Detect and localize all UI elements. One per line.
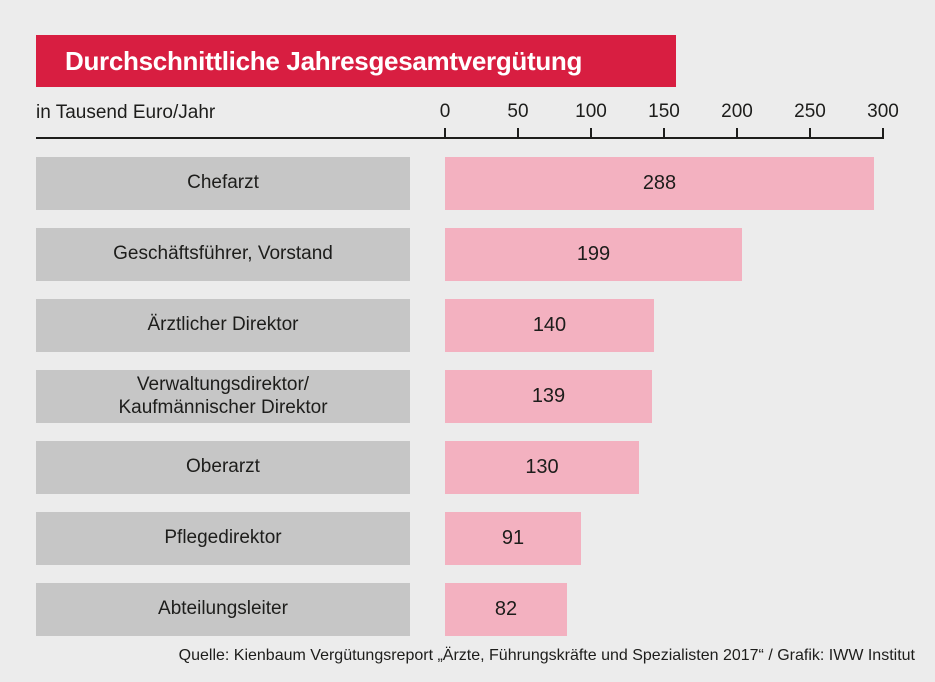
category-label-box: Pflegedirektor [36,512,410,565]
tick-mark [882,128,884,137]
source-note: Quelle: Kienbaum Vergütungsreport „Ärzte… [178,647,915,664]
tick-label: 300 [867,101,899,122]
bar-value-label: 140 [532,314,567,336]
category-label: Ärztlicher Direktor [147,314,299,336]
chart-rows: Chefarzt 288 Geschäftsführer, Vorstand 1… [0,157,935,636]
category-label: Abteilungsleiter [158,598,288,620]
chart-row: Geschäftsführer, Vorstand 199 [0,228,935,281]
value-bar: 288 [445,157,874,210]
tick-mark [444,128,446,137]
tick-label: 50 [507,101,529,122]
tick-label: 100 [575,101,607,122]
chart-row: Chefarzt 288 [0,157,935,210]
category-label: Chefarzt [187,172,259,194]
chart-row: Pflegedirektor 91 [0,512,935,565]
axis-unit-label: in Tausend Euro/Jahr [36,102,216,123]
tick-mark [663,128,665,137]
bar-value-label: 199 [576,243,611,265]
value-bar: 199 [445,228,742,281]
title-banner: Durchschnittliche Jahresgesamtvergütung [36,35,676,87]
bar-value-label: 91 [501,527,525,549]
value-bar: 139 [445,370,652,423]
category-label: Pflegedirektor [164,527,282,549]
category-label-box: Verwaltungsdirektor/ Kaufmännischer Dire… [36,370,410,423]
tick-mark [809,128,811,137]
chart-row: Oberarzt 130 [0,441,935,494]
category-label-box: Abteilungsleiter [36,583,410,636]
tick-mark [517,128,519,137]
value-bar: 140 [445,299,654,352]
category-label: Geschäftsführer, Vorstand [113,243,333,265]
axis-line [36,137,884,139]
tick-mark [590,128,592,137]
category-label-box: Chefarzt [36,157,410,210]
bar-value-label: 139 [531,385,566,407]
bar-value-label: 288 [642,172,677,194]
tick-label: 250 [794,101,826,122]
tick-label: 150 [648,101,680,122]
page-title: Durchschnittliche Jahresgesamtvergütung [65,45,583,76]
category-label: Oberarzt [186,456,260,478]
chart-row: Verwaltungsdirektor/ Kaufmännischer Dire… [0,370,935,423]
tick-mark [736,128,738,137]
category-label-box: Ärztlicher Direktor [36,299,410,352]
value-bar: 91 [445,512,581,565]
bar-value-label: 82 [494,598,518,620]
chart-row: Ärztlicher Direktor 140 [0,299,935,352]
tick-label: 0 [439,101,451,122]
bar-value-label: 130 [525,456,559,478]
value-bar: 82 [445,583,567,636]
category-label-box: Geschäftsführer, Vorstand [36,228,410,281]
category-label: Verwaltungsdirektor/ Kaufmännischer Dire… [118,374,328,418]
chart-row: Abteilungsleiter 82 [0,583,935,636]
value-bar: 130 [445,441,639,494]
category-label-box: Oberarzt [36,441,410,494]
tick-label: 200 [721,101,753,122]
